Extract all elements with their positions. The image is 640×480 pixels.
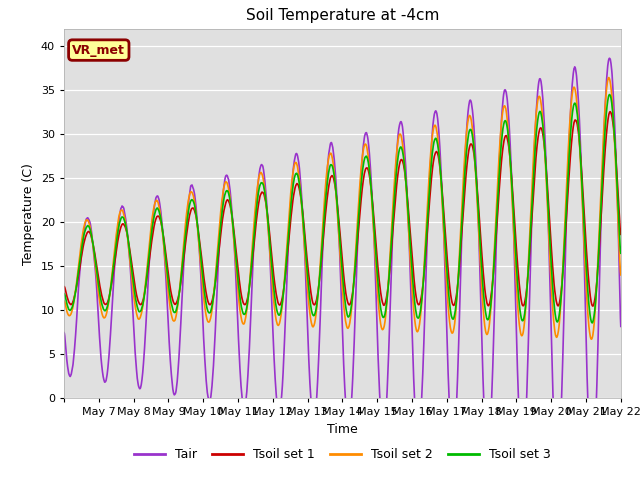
Tair	[588, 467, 596, 472]
Line: Tair: Tair	[64, 58, 621, 469]
Tsoil set 3	[556, 312, 563, 318]
Legend: Tair, Tsoil set 1, Tsoil set 2, Tsoil set 3: Tair, Tsoil set 1, Tsoil set 2, Tsoil se…	[129, 443, 556, 466]
Tsoil set 2	[317, 247, 325, 253]
Line: Tsoil set 2: Tsoil set 2	[64, 78, 621, 339]
Tsoil set 3	[611, 130, 618, 136]
Tsoil set 2	[147, 225, 155, 230]
Tsoil set 2	[474, 205, 481, 211]
Tsoil set 1	[474, 190, 481, 195]
Tsoil set 3	[588, 320, 596, 326]
Tair	[617, 324, 625, 329]
Tsoil set 3	[328, 162, 335, 168]
Tair	[605, 55, 613, 61]
Tsoil set 3	[317, 255, 325, 261]
Tsoil set 2	[60, 298, 68, 304]
Tsoil set 2	[556, 323, 563, 328]
Tsoil set 1	[617, 231, 625, 237]
Tsoil set 2	[605, 75, 612, 81]
Tsoil set 2	[617, 272, 625, 278]
Line: Tsoil set 1: Tsoil set 1	[64, 112, 621, 306]
Tsoil set 1	[589, 303, 596, 309]
Tsoil set 1	[611, 133, 618, 139]
Tsoil set 1	[60, 284, 68, 289]
Tair	[147, 236, 155, 242]
Line: Tsoil set 3: Tsoil set 3	[64, 95, 621, 323]
Tair	[474, 197, 481, 203]
Tsoil set 2	[611, 133, 618, 139]
Tair	[317, 288, 325, 294]
Tsoil set 3	[147, 234, 155, 240]
Tair	[556, 449, 563, 455]
Tair	[60, 330, 68, 336]
Tsoil set 1	[607, 109, 614, 115]
Title: Soil Temperature at -4cm: Soil Temperature at -4cm	[246, 9, 439, 24]
Tair	[611, 112, 618, 118]
Tsoil set 1	[556, 301, 563, 307]
Tsoil set 2	[588, 336, 595, 342]
Tsoil set 3	[605, 92, 613, 97]
Tsoil set 1	[317, 260, 325, 265]
Tsoil set 1	[328, 173, 335, 179]
Tsoil set 3	[617, 251, 625, 256]
Tsoil set 3	[474, 196, 481, 202]
Y-axis label: Temperature (C): Temperature (C)	[22, 163, 35, 264]
Tsoil set 2	[328, 152, 335, 158]
Tsoil set 3	[60, 291, 68, 297]
Text: VR_met: VR_met	[72, 44, 125, 57]
Tair	[328, 140, 335, 146]
X-axis label: Time: Time	[327, 423, 358, 436]
Tsoil set 1	[147, 243, 155, 249]
